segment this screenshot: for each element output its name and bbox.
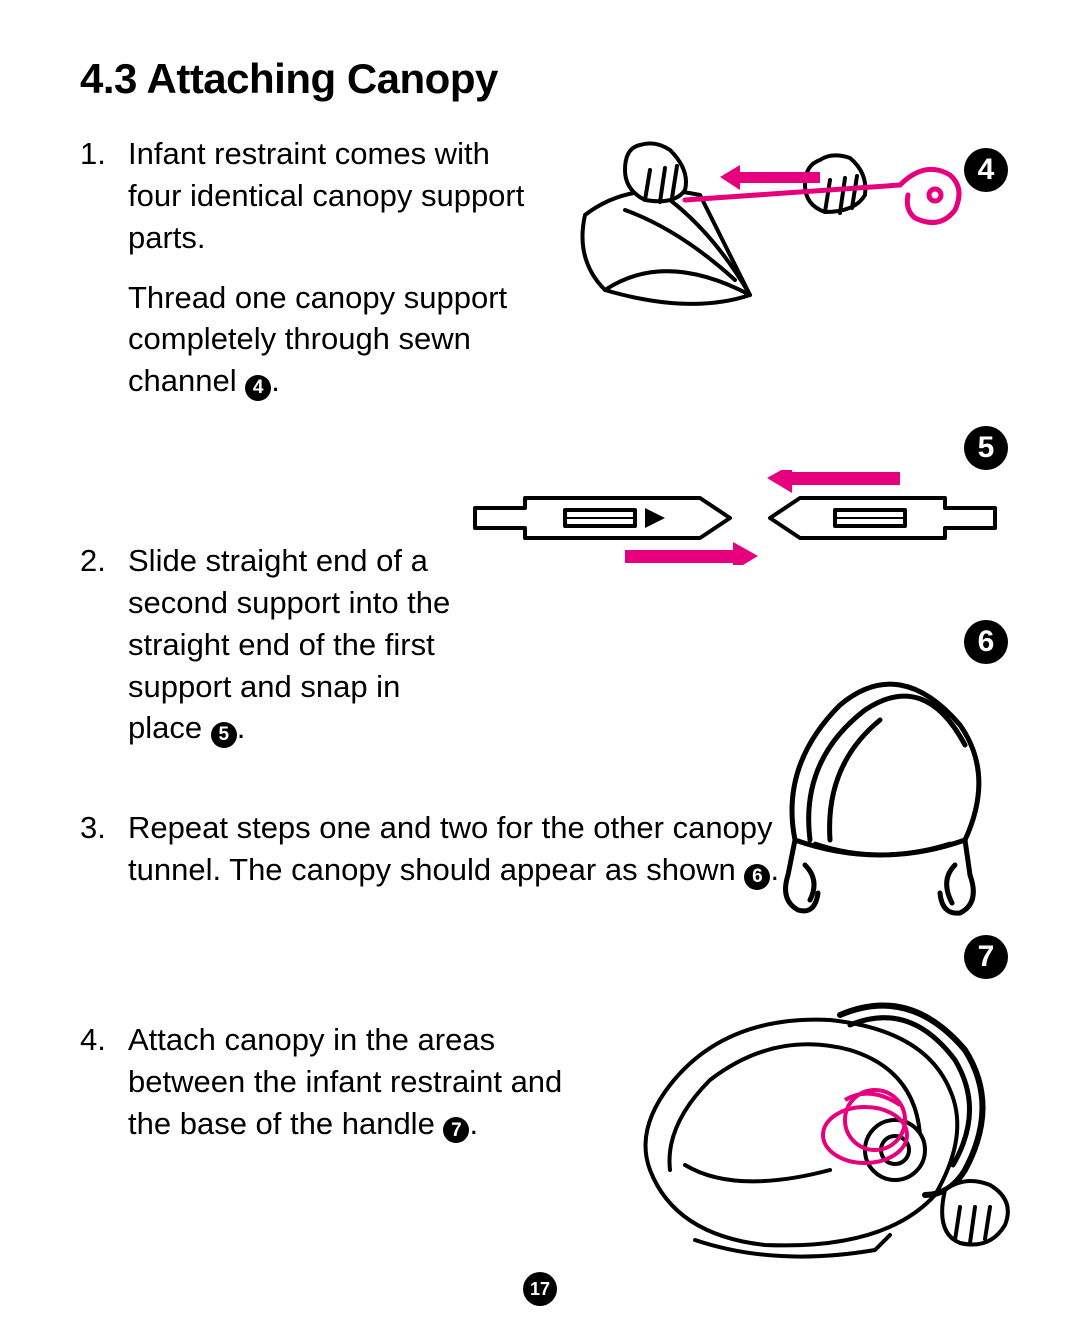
section-heading: 4.3 Attaching Canopy	[80, 55, 1010, 103]
step-text: Infant restraint comes with four identic…	[128, 133, 548, 420]
figure-4-illustration	[570, 140, 990, 340]
step-number: 4.	[80, 1019, 128, 1163]
figure-badge-7: 7	[964, 935, 1008, 979]
step-text: Repeat steps one and two for the other c…	[128, 807, 808, 909]
step-number: 1.	[80, 133, 128, 420]
step-para: Slide straight end of a second support i…	[128, 543, 450, 745]
step-para: Attach canopy in the areas between the i…	[128, 1022, 562, 1141]
step-text: Attach canopy in the areas between the i…	[128, 1019, 598, 1163]
step-para: Thread one canopy support completely thr…	[128, 280, 507, 399]
step-number: 2.	[80, 540, 128, 767]
ref-badge-icon: 5	[211, 722, 237, 748]
step-para: Infant restraint comes with four identic…	[128, 136, 524, 255]
step-number: 3.	[80, 807, 128, 909]
figure-badge-6: 6	[964, 620, 1008, 664]
figure-5-illustration	[470, 470, 1000, 565]
figure-badge-5: 5	[964, 426, 1008, 470]
figure-badge-4: 4	[964, 148, 1008, 192]
step-para: Repeat steps one and two for the other c…	[128, 810, 773, 887]
page-number: 17	[523, 1272, 557, 1306]
ref-badge-icon: 7	[443, 1117, 469, 1143]
step-text: Slide straight end of a second support i…	[128, 540, 478, 767]
figure-7-illustration	[615, 995, 1025, 1275]
figure-6-illustration	[770, 665, 1005, 925]
ref-badge-icon: 6	[744, 864, 770, 890]
ref-badge-icon: 4	[245, 375, 271, 401]
